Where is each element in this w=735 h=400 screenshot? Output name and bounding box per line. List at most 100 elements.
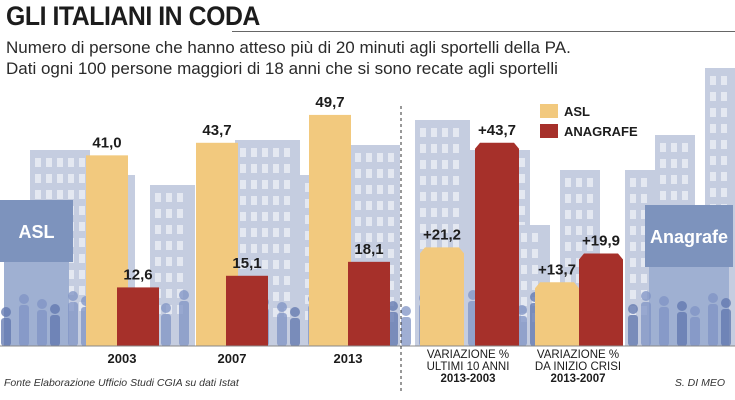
bar-asl [535,282,579,346]
person-head [161,303,171,313]
person-head [641,291,651,301]
building-window [284,260,290,269]
source-note: Fonte Elaborazione Ufficio Studi CGIA su… [4,377,239,389]
building-window [262,180,268,189]
building-window [519,174,525,183]
person-head [659,296,669,306]
building-window [262,164,268,173]
building-window [273,244,279,253]
building-window [431,240,437,249]
building-window [431,176,437,185]
category-label: 2003 [108,351,137,366]
data-label: 43,7 [202,122,231,139]
building-window [453,208,459,217]
building-window [710,92,716,101]
data-label: 15,1 [232,255,261,272]
building-window [521,233,527,242]
building-window [366,201,372,210]
building-window [532,249,538,258]
person-head [37,299,47,309]
building-window [660,191,666,200]
legend-swatch [540,104,558,118]
building-window [388,249,394,258]
person-body [677,312,687,346]
building-window [442,192,448,201]
building-window [721,108,727,117]
building-window [431,128,437,137]
chart-title: GLI ITALIANI IN CODA [6,1,260,31]
sign-anagrafe-panel [645,205,733,267]
building-window [262,212,268,221]
building-window [519,158,525,167]
building-window [251,148,257,157]
building-window [305,263,311,272]
building-window [576,242,582,251]
data-label: +21,2 [423,226,461,243]
data-label: 41,0 [92,134,121,151]
building-window [240,212,246,221]
person-body [721,309,731,346]
building-window [630,194,636,203]
building-window [565,274,571,283]
building-window [79,302,85,311]
person-body [1,318,11,346]
legend-label: ASL [564,104,590,119]
building-window [240,228,246,237]
building-window [155,193,161,202]
building-window [355,153,361,162]
building-window [630,274,636,283]
building-window [366,169,372,178]
building-window [587,178,593,187]
person-body [690,317,700,346]
building-window [355,185,361,194]
person-body [517,316,527,346]
building-window [388,217,394,226]
label-band [0,346,735,376]
building-window [630,242,636,251]
building-window [532,281,538,290]
building-window [565,178,571,187]
building-window [630,258,636,267]
person-head [401,306,411,316]
person-head [50,304,60,314]
building-window [240,260,246,269]
building-window [305,231,311,240]
building-window [251,228,257,237]
data-label: 18,1 [354,241,383,258]
building-window [565,210,571,219]
building-window [273,308,279,317]
building-window [453,128,459,137]
building-window [166,257,172,266]
building-window [519,206,525,215]
building-window [273,196,279,205]
building-window [57,174,63,183]
building-window [79,254,85,263]
building-window [240,180,246,189]
building-window [355,217,361,226]
building-window [453,176,459,185]
building-window [355,249,361,258]
person-head [721,298,731,308]
building-window [442,240,448,249]
building-window [420,192,426,201]
building-window [284,276,290,285]
building-window [442,224,448,233]
building-window [284,228,290,237]
building-window [79,222,85,231]
building-window [79,190,85,199]
title-rule [232,31,735,32]
building-window [166,209,172,218]
building-window [377,233,383,242]
building-window [273,148,279,157]
building-window [79,238,85,247]
building-window [251,260,257,269]
building-window [453,224,459,233]
building-window [305,279,311,288]
data-label: 49,7 [315,94,344,111]
building-window [587,194,593,203]
bar-anagrafe [579,253,623,346]
building-window [155,225,161,234]
building-window [565,194,571,203]
person-head [179,290,189,300]
